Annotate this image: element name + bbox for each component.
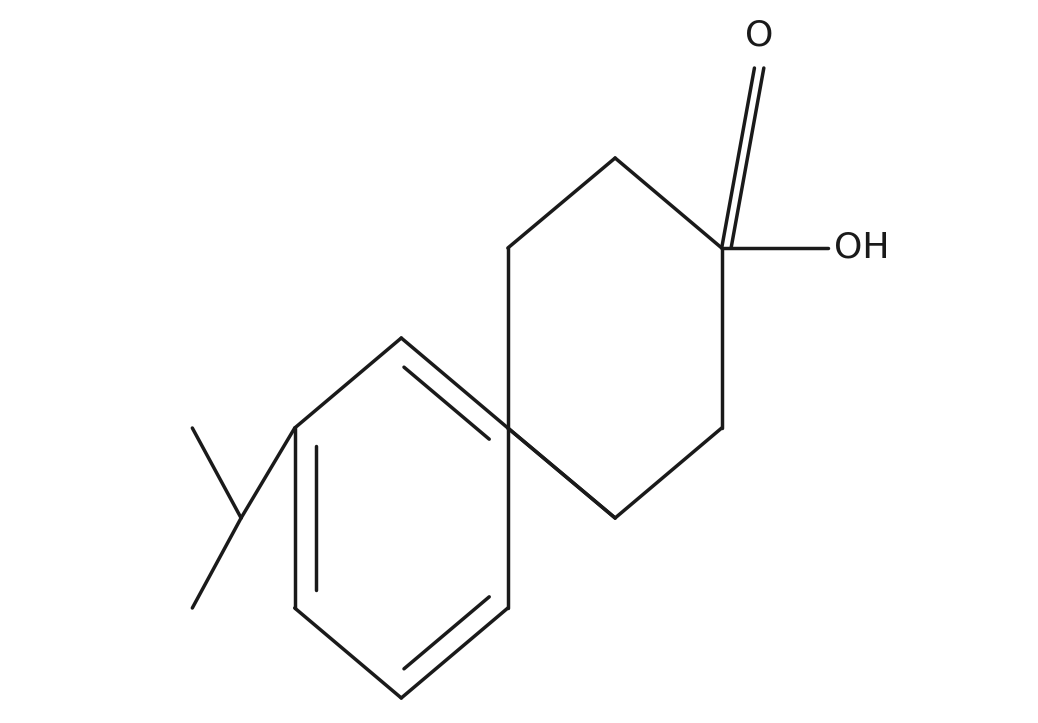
Text: O: O — [745, 19, 773, 53]
Text: OH: OH — [835, 231, 890, 265]
